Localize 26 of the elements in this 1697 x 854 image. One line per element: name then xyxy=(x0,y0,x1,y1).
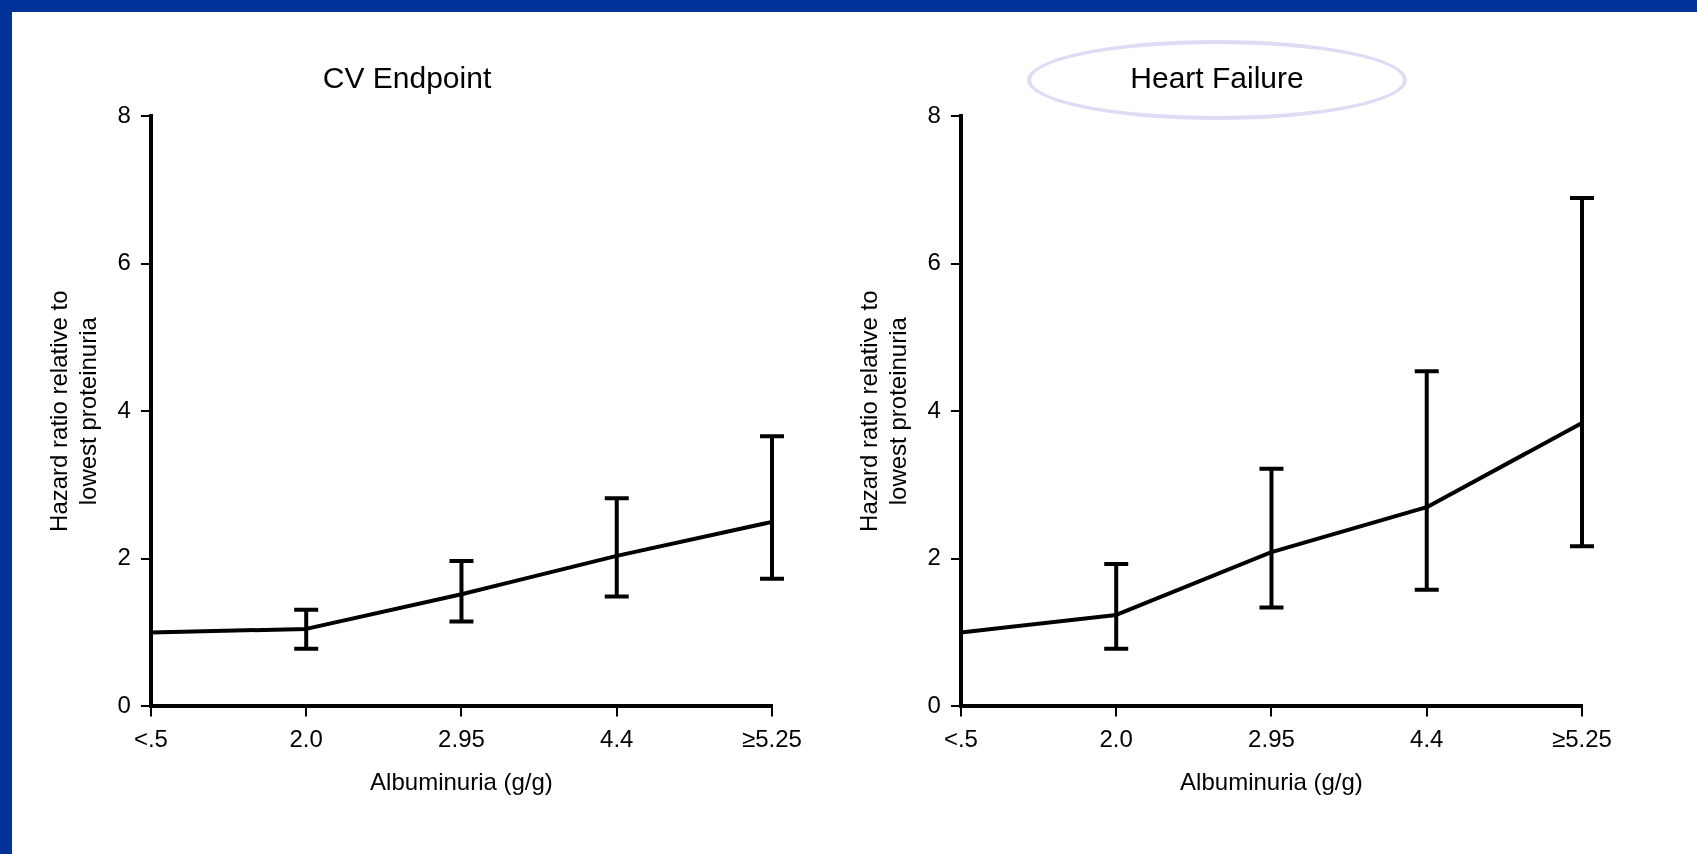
x-axis-title: Albuminuria (g/g) xyxy=(370,768,553,796)
y-tick-label: 4 xyxy=(927,395,941,423)
y-tick-label: 0 xyxy=(927,691,941,719)
x-tick-label: <.5 xyxy=(943,725,978,753)
y-tick-label: 6 xyxy=(927,248,941,276)
y-tick-label: 2 xyxy=(117,543,131,571)
chart-title: Heart Failure xyxy=(1130,61,1304,95)
y-tick-label: 8 xyxy=(927,100,941,128)
x-tick-label: ≥5.25 xyxy=(742,725,802,753)
x-tick-label: 2.95 xyxy=(1248,725,1295,753)
x-tick-label: 2.0 xyxy=(1099,725,1133,753)
y-tick-label: 8 xyxy=(117,100,131,128)
x-tick-label: 4.4 xyxy=(600,725,634,753)
x-tick-label: 2.95 xyxy=(438,725,485,753)
x-tick-label: <.5 xyxy=(133,725,168,753)
x-tick-label: 4.4 xyxy=(1410,725,1444,753)
x-tick-label: ≥5.25 xyxy=(1552,725,1612,753)
x-tick-label: 2.0 xyxy=(289,725,323,753)
x-axis-title: Albuminuria (g/g) xyxy=(1180,768,1363,796)
y-axis-title: Hazard ratio relative to lowest proteinuria xyxy=(45,290,101,532)
chart-title: CV Endpoint xyxy=(322,61,492,95)
y-tick-label: 4 xyxy=(117,395,131,423)
y-axis-title: Hazard ratio relative to lowest proteinuria xyxy=(855,290,911,532)
y-tick-label: 0 xyxy=(117,691,131,719)
y-tick-label: 2 xyxy=(927,543,941,571)
y-tick-label: 6 xyxy=(117,248,131,276)
